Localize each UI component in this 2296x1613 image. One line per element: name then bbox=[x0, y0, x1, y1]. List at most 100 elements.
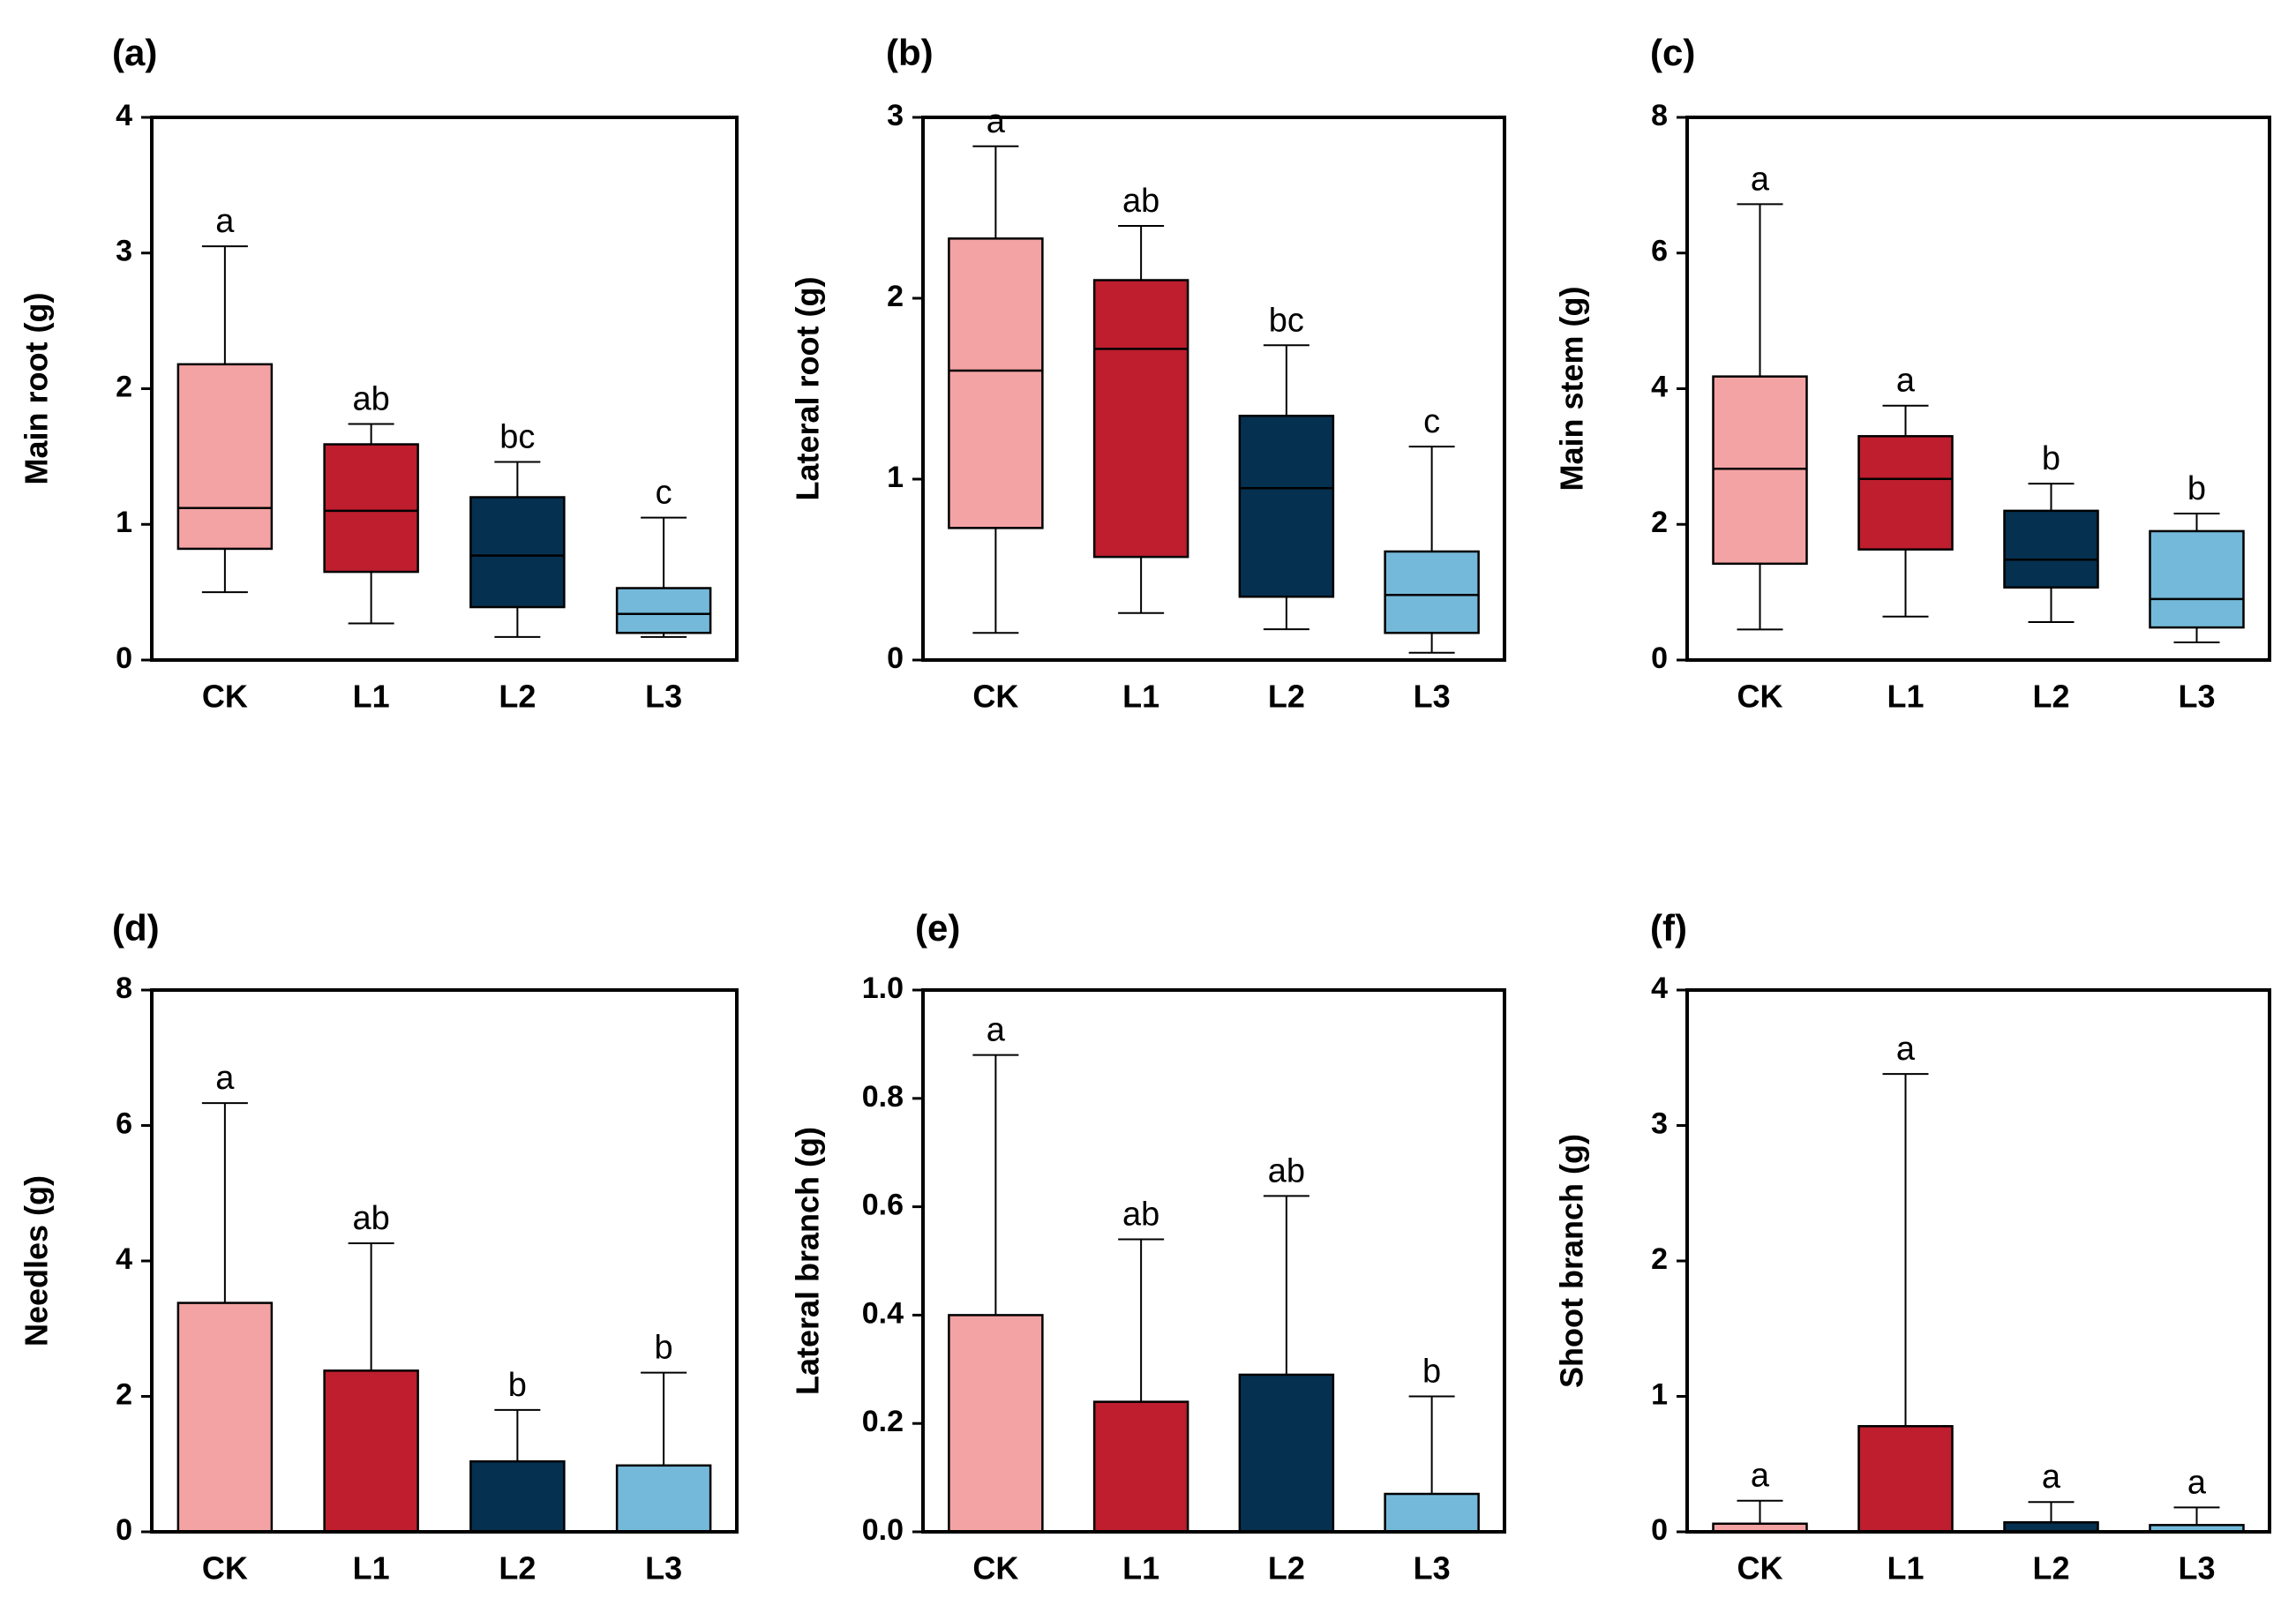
y-tick-label: 2 bbox=[116, 1377, 132, 1411]
significance-letter: b bbox=[1422, 1354, 1441, 1391]
y-tick-label: 8 bbox=[116, 972, 132, 1005]
y-tick-label: 0.8 bbox=[862, 1080, 904, 1114]
bar-CK bbox=[948, 1314, 1044, 1534]
y-tick-label: 0.4 bbox=[862, 1296, 904, 1330]
bar-L3 bbox=[615, 1464, 712, 1534]
y-tick-label: 0 bbox=[1651, 641, 1668, 675]
x-category-label: L1 bbox=[353, 679, 390, 715]
significance-letter: b bbox=[508, 1367, 527, 1404]
box-L2 bbox=[2003, 509, 2099, 589]
x-category-label: L3 bbox=[1414, 1550, 1451, 1587]
x-category-label: L2 bbox=[1268, 1550, 1305, 1587]
y-tick-label: 2 bbox=[887, 280, 904, 313]
x-category-label: L1 bbox=[1887, 1550, 1924, 1587]
significance-letter: ab bbox=[352, 1200, 389, 1237]
y-tick-label: 0 bbox=[116, 1513, 132, 1547]
y-axis-label: Main stem (g) bbox=[1554, 286, 1590, 491]
y-tick-label: 1 bbox=[887, 461, 904, 494]
significance-letter: ab bbox=[1268, 1152, 1305, 1189]
x-category-label: L2 bbox=[2032, 1550, 2069, 1587]
bar-CK bbox=[176, 1302, 274, 1534]
panel-title: (b) bbox=[886, 32, 934, 73]
significance-letter: ab bbox=[1122, 183, 1159, 220]
x-category-label: CK bbox=[972, 1550, 1018, 1587]
bar-L2 bbox=[469, 1459, 566, 1534]
panel-title: (e) bbox=[915, 907, 960, 949]
y-tick-label: 4 bbox=[1651, 370, 1668, 403]
y-tick-label: 3 bbox=[1651, 1107, 1668, 1140]
significance-letter: a bbox=[215, 203, 235, 240]
significance-letter: a bbox=[987, 103, 1006, 140]
panel-c: (c) Main stem (g) 0 2 4 6 8 a CK a L1 b L2 b L3 bbox=[1554, 32, 2271, 715]
significance-letter: b bbox=[655, 1330, 673, 1367]
box-CK bbox=[176, 363, 274, 551]
panel-a: (a) Main root (g) 0 1 2 3 4 a CK ab L1 bc L2 c L3 bbox=[19, 32, 739, 715]
significance-letter: a bbox=[2187, 1464, 2207, 1501]
x-category-label: L3 bbox=[645, 1550, 682, 1587]
box-L3 bbox=[1384, 550, 1480, 634]
y-tick-label: 2 bbox=[1651, 506, 1668, 539]
box-L2 bbox=[1238, 415, 1335, 598]
significance-letter: a bbox=[1751, 161, 1770, 198]
significance-letter: bc bbox=[1269, 302, 1304, 339]
x-category-label: CK bbox=[1737, 679, 1783, 715]
y-axis-label: Shoot branch (g) bbox=[1554, 1134, 1590, 1388]
x-category-label: L3 bbox=[2178, 679, 2215, 715]
significance-letter: c bbox=[656, 475, 672, 512]
y-axis-label: Needles (g) bbox=[19, 1175, 55, 1347]
box-CK bbox=[948, 237, 1044, 529]
significance-letter: a bbox=[1751, 1458, 1770, 1495]
y-tick-label: 8 bbox=[1651, 99, 1668, 132]
y-tick-label: 0 bbox=[887, 641, 904, 675]
panel-title: (a) bbox=[112, 32, 157, 73]
y-tick-label: 2 bbox=[116, 370, 132, 403]
x-category-label: CK bbox=[202, 679, 248, 715]
significance-letter: a bbox=[2042, 1459, 2061, 1496]
x-category-label: L3 bbox=[2178, 1550, 2215, 1587]
bar-L1 bbox=[1857, 1425, 1954, 1534]
y-tick-label: 0 bbox=[116, 641, 132, 675]
x-category-label: L2 bbox=[499, 679, 536, 715]
y-axis-label: Lateral root (g) bbox=[790, 276, 826, 500]
y-tick-label: 4 bbox=[1651, 972, 1668, 1005]
plot-frame bbox=[150, 116, 739, 662]
plot-frame bbox=[921, 988, 1506, 1534]
y-tick-label: 1.0 bbox=[862, 972, 904, 1005]
panel-d: (d) Needles (g) 0 2 4 6 8 a CK ab L1 b L2 b L3 bbox=[19, 907, 739, 1587]
plot-frame bbox=[1685, 988, 2271, 1534]
y-tick-label: 1 bbox=[1651, 1377, 1668, 1411]
significance-letter: a bbox=[987, 1012, 1006, 1049]
x-category-label: CK bbox=[1737, 1550, 1783, 1587]
y-tick-label: 0.0 bbox=[862, 1513, 904, 1547]
x-category-label: L1 bbox=[1887, 679, 1924, 715]
x-category-label: L3 bbox=[645, 679, 682, 715]
significance-letter: a bbox=[215, 1060, 235, 1097]
x-category-label: CK bbox=[202, 1550, 248, 1587]
plot-frame bbox=[1685, 116, 2271, 662]
box-L3 bbox=[2149, 529, 2245, 629]
panel-title: (d) bbox=[112, 907, 160, 949]
box-L1 bbox=[1092, 279, 1189, 559]
panel-f: (f) Shoot branch (g) 0 1 2 3 4 a CK a L1 a L2 a L3 bbox=[1554, 907, 2271, 1587]
y-tick-label: 4 bbox=[116, 1242, 132, 1276]
x-category-label: CK bbox=[972, 679, 1018, 715]
y-tick-label: 0 bbox=[1651, 1513, 1668, 1547]
bar-L2 bbox=[1238, 1373, 1335, 1534]
significance-letter: a bbox=[1896, 1031, 1916, 1068]
y-tick-label: 0.2 bbox=[862, 1405, 904, 1438]
box-L2 bbox=[469, 496, 566, 609]
y-tick-label: 0.6 bbox=[862, 1189, 904, 1222]
y-tick-label: 2 bbox=[1651, 1242, 1668, 1276]
plot-frame bbox=[150, 988, 739, 1534]
panel-b: (b) Lateral root (g) 0 1 2 3 a CK ab L1 bc L2 c L3 bbox=[790, 32, 1506, 715]
y-tick-label: 1 bbox=[116, 506, 132, 539]
significance-letter: ab bbox=[1122, 1196, 1159, 1233]
significance-letter: c bbox=[1423, 403, 1440, 440]
box-L1 bbox=[1857, 435, 1954, 551]
bar-L1 bbox=[323, 1369, 419, 1534]
bar-L3 bbox=[1384, 1492, 1480, 1534]
plot-frame bbox=[921, 116, 1506, 662]
y-axis-label: Main root (g) bbox=[19, 293, 55, 485]
box-L3 bbox=[615, 587, 712, 634]
